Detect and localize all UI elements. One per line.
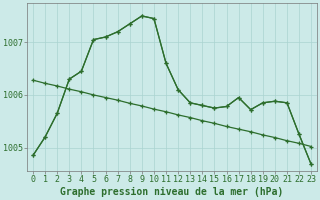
X-axis label: Graphe pression niveau de la mer (hPa): Graphe pression niveau de la mer (hPa) xyxy=(60,187,284,197)
